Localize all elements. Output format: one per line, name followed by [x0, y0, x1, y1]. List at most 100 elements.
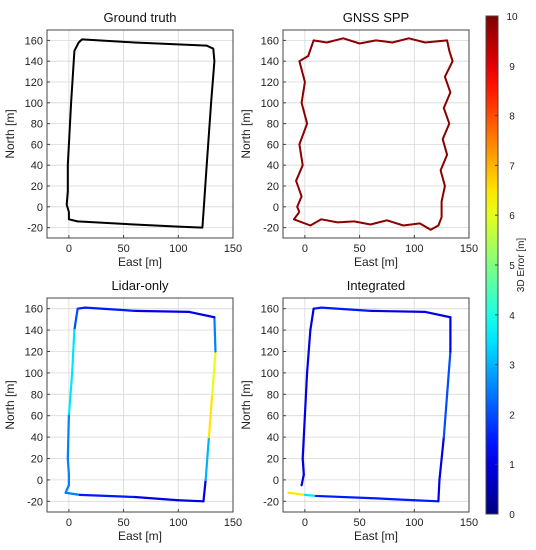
x-tick-label: 50 — [353, 517, 365, 529]
subplot-2: 0 50 100 150 -20 0 20 40 60 80 100 120 140 160 GNSS SP… — [239, 10, 478, 269]
trajectory-segment — [78, 493, 136, 499]
y-tick-label: 140 — [25, 56, 43, 68]
x-tick-label: 0 — [66, 243, 72, 255]
colorbar-tick-label: 6 — [509, 211, 515, 222]
plot-background — [47, 298, 233, 512]
trajectory-segment — [314, 494, 372, 500]
x-tick-label: 50 — [117, 517, 129, 529]
trajectory-line — [65, 38, 216, 229]
trajectory-segment — [84, 306, 136, 312]
trajectory-segment — [64, 484, 70, 494]
trajectory-segment — [309, 307, 315, 332]
y-tick-label: 120 — [25, 347, 43, 359]
trajectory-segment — [369, 496, 416, 502]
trajectory-segment — [446, 350, 452, 396]
trajectory-segment — [73, 307, 79, 332]
y-axis-label: North [m] — [3, 109, 17, 158]
y-tick-label: 40 — [267, 160, 279, 172]
y-tick-label: 120 — [25, 77, 43, 89]
trajectory-segment — [424, 310, 452, 319]
colorbar-tick-label: 5 — [509, 261, 515, 272]
x-axis-label: East [m] — [354, 529, 398, 543]
x-tick-label: 0 — [66, 517, 72, 529]
y-tick-label: 80 — [31, 389, 43, 401]
subplot-title: GNSS SPP — [343, 10, 409, 25]
y-tick-label: 0 — [273, 202, 279, 214]
plot-frame — [46, 29, 234, 239]
trajectory-segment — [320, 306, 372, 312]
trajectory-segment — [442, 393, 449, 439]
y-tick-label: 100 — [25, 98, 43, 110]
y-tick-label: 0 — [37, 475, 43, 487]
y-tick-label: 140 — [25, 325, 43, 337]
x-tick-label: 0 — [302, 517, 308, 529]
trajectory-segment — [133, 309, 191, 314]
x-tick-label: 100 — [405, 243, 423, 255]
y-tick-label: 160 — [25, 35, 43, 47]
y-tick-label: 100 — [261, 98, 279, 110]
trajectory-segment — [66, 457, 70, 476]
subplot-title: Lidar-only — [111, 278, 169, 293]
trajectory-segment — [66, 414, 70, 460]
colorbar-label: 3D Error [m] — [516, 238, 527, 293]
colorbar-tick-label: 9 — [509, 62, 515, 73]
subplot-4: 0 50 100 150 -20 0 20 40 60 80 100 120 140 160 Integra… — [239, 278, 478, 543]
y-tick-label: 20 — [31, 181, 43, 193]
trajectory-segment — [312, 306, 323, 310]
trajectory-segment — [303, 371, 309, 417]
x-tick-label: 0 — [302, 243, 308, 255]
colorbar: 0 1 2 3 4 5 6 7 8 9 10 3D Error [m] — [485, 12, 527, 521]
trajectory-segment — [211, 350, 217, 396]
x-axis-label: East [m] — [354, 255, 398, 269]
x-tick-label: 100 — [405, 517, 423, 529]
trajectory-segment — [301, 414, 306, 460]
colorbar-tick-label: 2 — [509, 410, 515, 421]
y-tick-label: 160 — [261, 304, 279, 316]
trajectory-segment — [207, 393, 214, 439]
colorbar-tick-label: 3 — [509, 361, 515, 372]
y-tick-label: 20 — [31, 454, 43, 466]
trajectory-segment — [437, 478, 441, 503]
trajectory-segment — [438, 436, 445, 481]
trajectory-segment — [204, 436, 211, 481]
y-tick-label: 160 — [25, 304, 43, 316]
y-tick-label: 120 — [261, 347, 279, 359]
y-tick-label: 80 — [267, 389, 279, 401]
plot-background — [283, 30, 469, 238]
y-tick-label: 100 — [261, 368, 279, 380]
y-tick-label: 40 — [267, 432, 279, 444]
y-tick-label: 40 — [31, 432, 43, 444]
plot-background — [47, 30, 233, 238]
colorbar-tick-label: 4 — [509, 311, 515, 322]
trajectory-segment — [213, 316, 217, 353]
trajectory-line — [292, 37, 454, 231]
colorbar-tick-label: 10 — [506, 12, 518, 23]
subplot-title: Integrated — [347, 278, 406, 293]
y-tick-label: 140 — [261, 325, 279, 337]
trajectory-segment — [64, 491, 81, 496]
trajectory-segment — [369, 309, 427, 314]
y-tick-label: 0 — [37, 202, 43, 214]
trajectory-segment — [202, 478, 207, 503]
x-tick-label: 150 — [224, 243, 242, 255]
trajectory-segment — [76, 306, 87, 310]
y-tick-label: -20 — [27, 496, 43, 508]
y-tick-label: 20 — [267, 454, 279, 466]
trajectory-segment — [303, 493, 317, 498]
x-axis-label: East [m] — [118, 529, 162, 543]
y-tick-label: -20 — [263, 496, 279, 508]
subplot-1: 0 50 100 150 -20 0 20 40 60 80 100 120 140 160 Ground … — [3, 10, 242, 269]
x-tick-label: 150 — [460, 517, 478, 529]
y-tick-label: 80 — [267, 119, 279, 131]
y-tick-label: 60 — [31, 139, 43, 151]
trajectory-segment — [133, 495, 180, 502]
plot-frame — [46, 297, 234, 513]
colorbar-tick-label: 1 — [509, 460, 515, 471]
y-tick-label: 120 — [261, 77, 279, 89]
y-tick-label: 100 — [25, 368, 43, 380]
trajectory-segment — [305, 329, 312, 374]
trajectory-segment — [188, 310, 216, 319]
x-tick-label: 100 — [169, 517, 187, 529]
y-tick-label: 40 — [31, 160, 43, 172]
